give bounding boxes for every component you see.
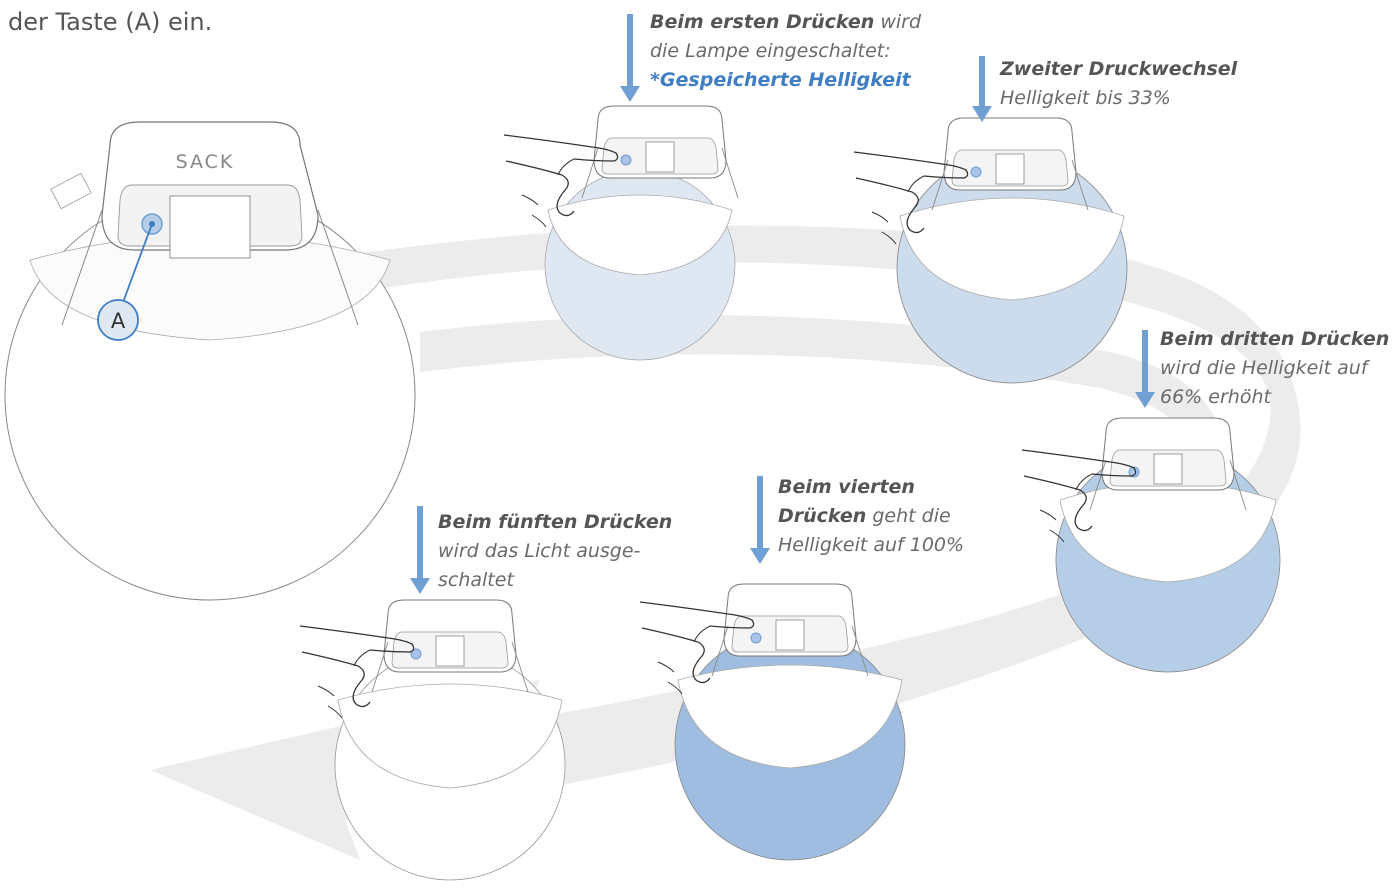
- lamp-step-2: [853, 117, 1128, 384]
- caption-step-4-bold2: Drücken: [778, 505, 867, 527]
- reference-lamp: A SACK: [4, 121, 416, 601]
- caption-step-3-line3: 66% erhöht: [1160, 386, 1271, 408]
- caption-step-5-bold: Beim fünften Drücken: [438, 511, 673, 533]
- intro-text: der Taste (A) ein.: [8, 8, 213, 36]
- caption-step-5: Beim fünften Drücken wird das Licht ausg…: [438, 508, 672, 595]
- caption-step-1: Beim ersten Drücken wird die Lampe einge…: [650, 8, 921, 95]
- caption-step-1-bold: Beim ersten Drücken: [650, 11, 875, 33]
- caption-step-4-bold1: Beim vierten: [778, 476, 915, 498]
- caption-step-3: Beim dritten Drücken wird die Helligkeit…: [1160, 325, 1389, 412]
- caption-step-1-line2: die Lampe eingeschaltet:: [650, 40, 891, 62]
- caption-step-3-line2: wird die Helligkeit auf: [1160, 357, 1368, 379]
- caption-step-3-bold: Beim dritten Drücken: [1160, 328, 1390, 350]
- button-marker-label: A: [111, 309, 126, 333]
- caption-step-5-line2: wird das Licht ausge-: [438, 540, 641, 562]
- lamp-step-4: [639, 583, 906, 861]
- caption-step-2-line2: Helligkeit bis 33%: [1000, 87, 1171, 109]
- caption-step-4-rest2: geht die: [866, 505, 951, 527]
- caption-step-5-line3: schaltet: [438, 569, 514, 591]
- brand-label: SACK: [176, 151, 235, 173]
- button-marker: [97, 299, 139, 341]
- caption-step-4: Beim vierten Drücken geht die Helligkeit…: [778, 473, 964, 560]
- caption-step-1-rest: wird: [874, 11, 922, 33]
- caption-step-4-line3: Helligkeit auf 100%: [778, 534, 965, 556]
- caption-step-1-line3: *Gespeicherte Helligkeit: [650, 69, 911, 91]
- caption-step-2-bold: Zweiter Druckwechsel: [1000, 58, 1238, 80]
- lamp-step-3: [1021, 417, 1281, 673]
- lamp-step-1: [503, 105, 739, 361]
- lamp-step-5: [299, 599, 566, 881]
- caption-step-2: Zweiter Druckwechsel Helligkeit bis 33%: [1000, 55, 1237, 113]
